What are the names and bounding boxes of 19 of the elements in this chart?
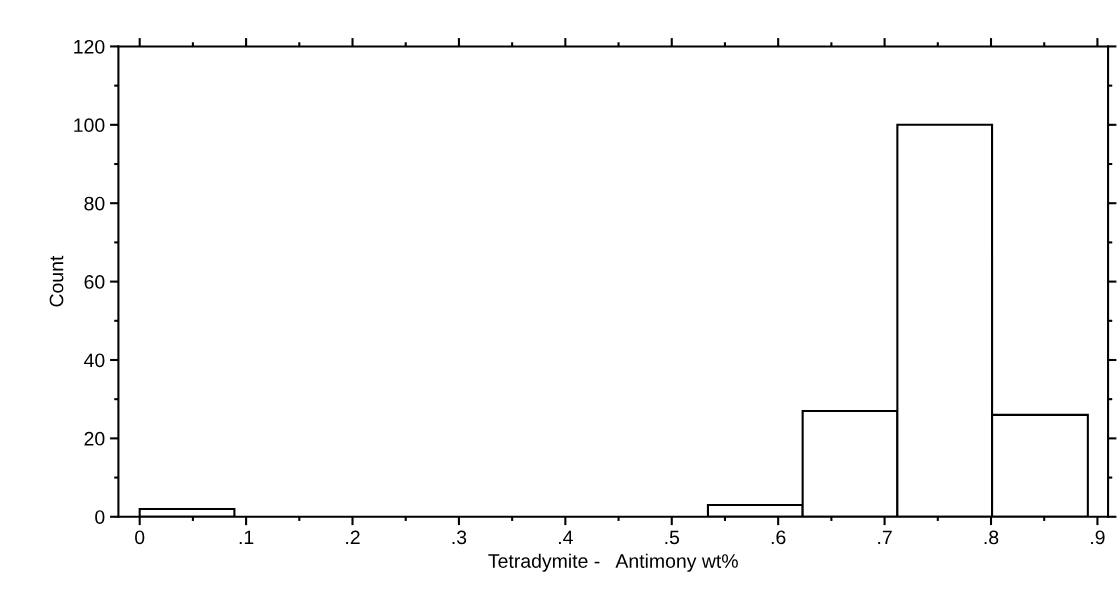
- x-tick-label: .4: [559, 530, 573, 545]
- x-tick-label: .1: [239, 530, 254, 545]
- y-tick-label: 120: [74, 39, 105, 54]
- y-tick-label: 0: [95, 510, 105, 525]
- y-tick-label: 20: [84, 431, 105, 446]
- x-tick-label: .2: [346, 530, 360, 545]
- x-tick-label: .5: [665, 530, 680, 545]
- x-tick-label: 0: [135, 530, 145, 545]
- y-tick-label: 100: [74, 118, 105, 133]
- x-tick-label: .3: [452, 530, 467, 545]
- y-axis-title: Count: [49, 255, 64, 307]
- x-tick-label: .9: [1091, 530, 1105, 545]
- x-tick-label: .8: [984, 530, 999, 545]
- y-tick-label: 60: [84, 275, 105, 289]
- x-axis-title: Tetradymite - Antimony wt%: [488, 553, 738, 572]
- x-tick-label: .7: [878, 530, 892, 545]
- y-tick-label: 40: [84, 353, 105, 368]
- y-tick-label: 80: [84, 196, 105, 211]
- x-tick-label: .6: [771, 530, 786, 545]
